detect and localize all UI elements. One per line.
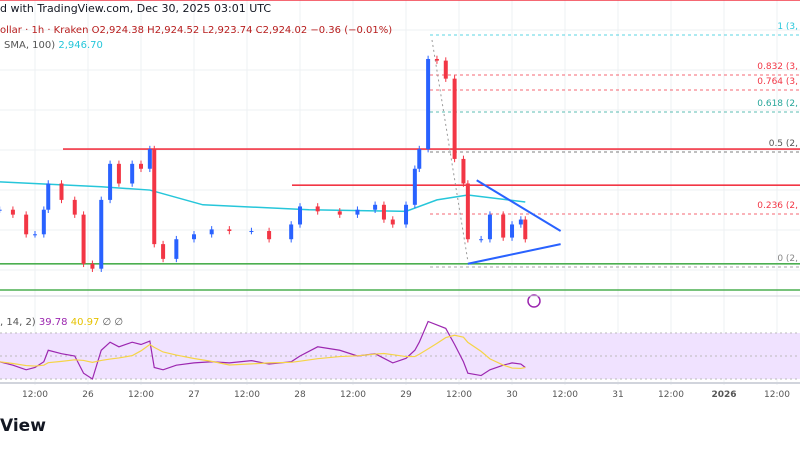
candle	[59, 183, 64, 200]
candle	[443, 60, 448, 79]
candle	[81, 214, 86, 264]
candle	[452, 78, 457, 159]
candle	[10, 209, 15, 215]
time-axis-tick: 12:00	[340, 390, 366, 400]
rsi-ma-line	[0, 334, 526, 370]
candle	[487, 214, 492, 240]
candle	[289, 224, 294, 240]
candle	[479, 239, 484, 241]
candle	[192, 234, 197, 240]
candle	[510, 224, 515, 238]
candle	[465, 183, 470, 240]
ohlc-legend: ollar · 1h · Kraken O2,924.38 H2,924.52 …	[0, 25, 393, 36]
fib-level-label: 0.618 (2,	[757, 99, 798, 109]
time-axis-tick: 27	[188, 390, 199, 400]
candle	[72, 199, 77, 215]
sma-label: SMA, 100)	[4, 40, 56, 51]
rsi-legend: , 14, 2) 39.78 40.97 ∅ ∅	[0, 317, 123, 328]
candle	[0, 209, 2, 211]
fib-level-label: 1 (3,	[777, 22, 798, 32]
candle	[461, 158, 466, 184]
price-chart[interactable]: 1 (3, 0.832 (3, 0.764 (3, 0.618 (2, 0.5 (2, 0…	[0, 0, 800, 410]
time-axis-tick: 12:00	[446, 390, 472, 400]
time-axis-tick: 12:00	[234, 390, 260, 400]
time-axis-tick: 28	[294, 390, 306, 400]
candle	[523, 219, 528, 240]
candle	[249, 231, 254, 233]
time-axis-tick: 12:00	[22, 390, 48, 400]
candle	[381, 204, 386, 220]
candle	[355, 209, 360, 215]
candle	[41, 209, 46, 235]
candle	[315, 206, 320, 212]
rsi-ma-value: 40.97	[70, 317, 100, 328]
candle	[46, 183, 51, 210]
triangle-lower-line	[467, 243, 561, 265]
candle	[116, 163, 121, 184]
candle	[417, 149, 422, 169]
candle	[99, 199, 104, 269]
candle	[267, 231, 272, 240]
candle	[161, 244, 166, 259]
candle	[337, 211, 342, 215]
time-axis-tick: 30	[506, 390, 518, 400]
candle	[426, 58, 431, 150]
sma-line	[0, 181, 526, 213]
candle	[130, 163, 135, 184]
time-axis-tick: 31	[612, 390, 623, 400]
candle	[227, 229, 232, 232]
candle	[139, 163, 144, 169]
triangle-upper-line	[476, 179, 562, 232]
candle	[518, 219, 523, 225]
sma-value: 2,946.70	[58, 40, 103, 51]
candle	[390, 219, 395, 225]
candle	[373, 204, 378, 210]
candle	[434, 58, 439, 61]
fib-level-label: 0.832 (3,	[757, 62, 798, 72]
candle	[404, 204, 409, 225]
time-axis-tick: 12:00	[552, 390, 578, 400]
time-axis-tick: 12:00	[658, 390, 684, 400]
candle	[147, 149, 152, 169]
candle	[501, 214, 506, 238]
candle	[174, 239, 179, 259]
rsi-label: , 14, 2)	[0, 317, 36, 328]
candle	[298, 206, 303, 225]
time-axis-tick: 26	[82, 390, 94, 400]
candle	[412, 168, 417, 205]
rsi-extra: ∅ ∅	[102, 317, 124, 328]
time-axis-tick: 29	[400, 390, 412, 400]
candle	[32, 234, 37, 236]
time-axis-tick: 2026	[711, 390, 736, 400]
candle	[152, 149, 157, 245]
fib-level-label: 0 (2,	[777, 254, 798, 264]
chart-title: d with TradingView.com, Dec 30, 2025 03:…	[0, 2, 272, 15]
lightning-icon	[527, 294, 541, 308]
rsi-line	[0, 320, 526, 380]
sma-legend: SMA, 100) 2,946.70	[4, 40, 103, 51]
fib-trend-line	[431, 39, 469, 263]
fib-level-label: 0.764 (3,	[757, 77, 798, 87]
candle	[24, 214, 29, 235]
rsi-value: 39.78	[38, 317, 68, 328]
candle	[209, 229, 214, 235]
time-axis-tick: 12:00	[764, 390, 790, 400]
fib-level-label: 0.5 (2,	[769, 139, 798, 149]
candle	[108, 163, 113, 200]
time-axis-tick: 12:00	[128, 390, 154, 400]
tradingview-logo: View	[0, 416, 46, 436]
candle	[90, 263, 95, 269]
fib-level-label: 0.236 (2,	[757, 201, 798, 211]
